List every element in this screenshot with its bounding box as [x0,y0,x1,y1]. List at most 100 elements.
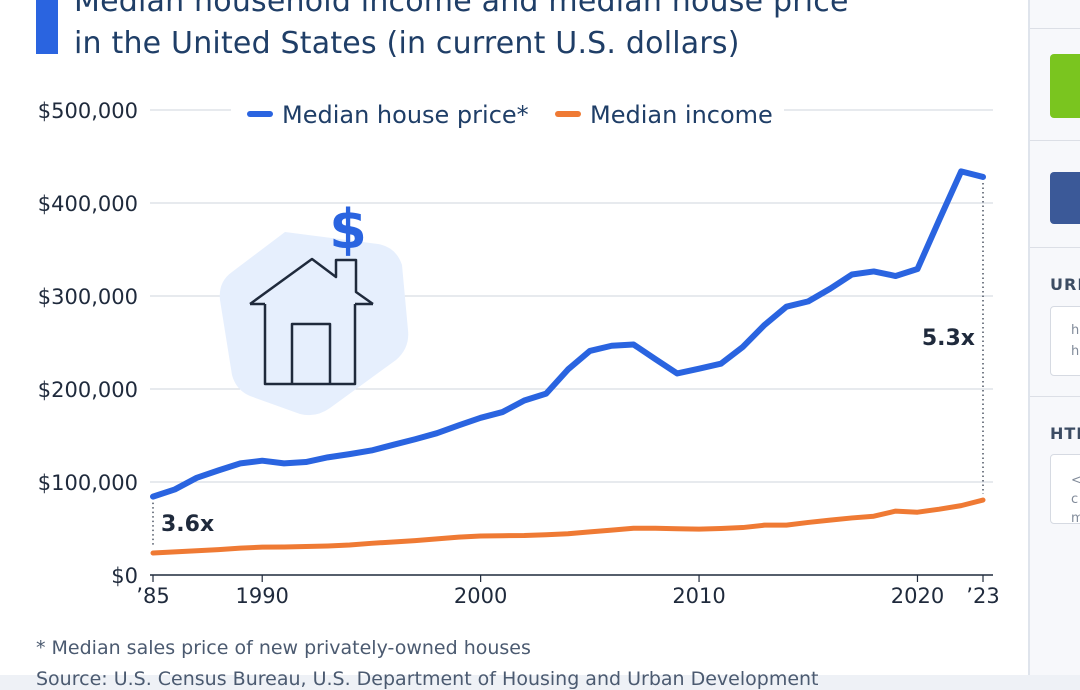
x-tick-label: ’23 [966,584,999,608]
house-price-point [303,460,308,465]
side-divider [1030,247,1080,248]
html-field-line: c [1071,492,1079,507]
income-point [260,545,265,550]
income-point [194,548,199,553]
y-tick-label: $500,000 [38,99,138,123]
income-point [413,538,418,543]
house-price-point [151,494,155,499]
ratio-annotation-label: 3.6x [161,512,214,537]
house-price-point [587,348,592,353]
house-price-point [544,391,549,396]
dollar-sign-icon: $ [329,198,367,261]
house-price-point [456,423,461,428]
line-chart: $ $0 $100,000 $200,000 $300,000 $400,000 $500… [37,92,1000,608]
income-point [959,503,964,508]
income-line [150,497,986,556]
y-tick-label: $400,000 [38,192,138,216]
card-edge [1028,0,1030,675]
source-note: Source: U.S. Census Bureau, U.S. Departm… [36,668,819,690]
house-illustration: $ [219,198,409,416]
income-point [325,543,330,548]
house-price-point [762,322,767,327]
income-point [151,551,155,556]
house-price-point [849,272,854,277]
y-tick-label: $200,000 [38,378,138,402]
house-price-point [282,461,287,466]
html-label: HTML [1050,424,1080,443]
income-point [369,541,374,546]
house-price-point [478,415,483,420]
house-price-point [566,367,570,372]
house-price-point [631,342,636,347]
income-point [391,539,396,544]
house-price-point [675,371,680,376]
income-point [915,510,920,515]
income-point [587,529,592,534]
legend-background [231,92,784,137]
url-field-line: h [1071,323,1080,338]
y-tick-label: $300,000 [38,285,138,309]
x-tick-label: 2010 [672,584,725,608]
house-price-point [325,455,330,460]
income-point [478,533,483,538]
house-price-point [391,442,396,447]
income-point [806,520,811,525]
income-point [609,528,614,533]
house-price-point [915,267,920,272]
html-field-line: < [1071,473,1080,488]
facebook-share-button[interactable] [1050,172,1080,224]
y-tick-label: $100,000 [38,471,138,495]
income-point [893,509,898,514]
income-point [303,544,308,549]
download-button[interactable] [1050,54,1080,118]
income-point [981,498,985,503]
side-divider [1030,28,1080,29]
html-field-line: m [1071,511,1080,526]
house-price-point [216,468,221,473]
ratio-annotation-label: 5.3x [922,326,975,351]
side-divider [1030,140,1080,141]
legend-label-income: Median income [590,101,773,129]
income-point [740,525,745,530]
house-price-point [434,431,439,436]
side-divider [1030,396,1080,397]
income-point [828,518,833,523]
income-point [282,544,287,549]
house-price-point [784,304,789,309]
x-tick-label: 2020 [891,584,944,608]
income-point [172,549,177,554]
share-side-panel: URL h h HTML < c m [1030,0,1080,675]
house-price-point [522,398,527,403]
income-point [238,546,243,551]
html-embed-field[interactable]: < c m [1050,454,1080,526]
house-price-point [238,461,243,466]
house-price-point [369,448,374,453]
income-point [762,523,767,528]
url-field[interactable]: h h [1050,306,1080,376]
house-price-point [653,357,658,362]
annotations: 3.6x 5.3x [152,182,984,548]
house-price-point [260,458,265,463]
house-price-point [871,269,876,274]
income-point [653,526,658,531]
income-point [544,532,549,537]
legend-label-house-price: Median house price* [282,101,529,129]
income-point [522,533,527,538]
x-tick-label: 2000 [454,584,507,608]
house-price-point [194,475,199,480]
title-accent-bar [36,0,58,54]
house-price-point [347,452,352,457]
house-price-point [697,366,702,371]
income-point [871,514,876,519]
income-point [500,533,505,538]
chart-card: Median household income and median house… [0,0,1028,690]
income-point [718,526,723,531]
house-price-point [893,274,898,279]
axes: $0 $100,000 $200,000 $300,000 $400,000 $500,0… [38,99,1000,608]
house-price-point [500,410,505,415]
house-price-point [828,286,833,291]
house-price-point [172,487,177,492]
house-price-point [981,174,985,179]
series-lines [150,168,986,556]
legend: Median house price* Median income [231,92,784,137]
